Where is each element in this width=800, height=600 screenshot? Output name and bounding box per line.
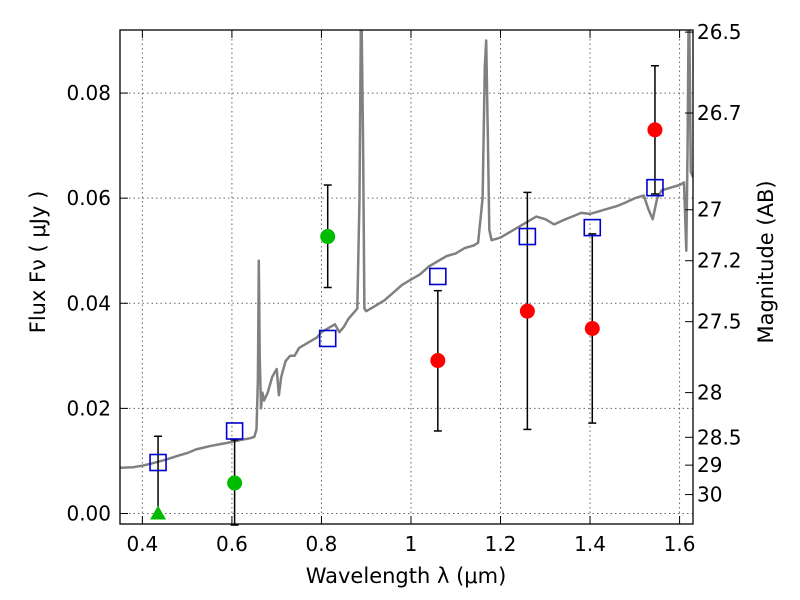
model-photometry-square bbox=[149, 453, 167, 472]
x-tick-label: 0.8 bbox=[306, 532, 338, 556]
right-tick-label: 27.5 bbox=[697, 310, 742, 334]
model-photometry-square bbox=[429, 267, 447, 286]
right-tick-label: 27.2 bbox=[697, 249, 742, 273]
model-spectrum-line bbox=[120, 30, 693, 470]
model-photometry-square bbox=[583, 218, 602, 237]
y-axis-label-left: Flux Fν ( μJy ) bbox=[26, 191, 50, 334]
axis-ticks bbox=[120, 30, 693, 524]
x-tick-label: 0.6 bbox=[216, 532, 248, 556]
observed-point bbox=[227, 475, 243, 491]
model-photometry-square bbox=[225, 422, 244, 440]
x-tick-label: 1 bbox=[405, 532, 418, 556]
x-tick-label: 1.2 bbox=[485, 532, 517, 556]
right-tick-label: 28 bbox=[697, 381, 722, 405]
y-tick-label: 0.02 bbox=[66, 396, 111, 420]
observed-point bbox=[519, 303, 535, 319]
y-tick-label: 0.08 bbox=[66, 81, 111, 105]
x-tick-label: 0.4 bbox=[126, 532, 158, 556]
model-spectrum-group bbox=[120, 30, 693, 470]
right-tick-label: 28.5 bbox=[697, 425, 742, 449]
y-tick-labels: 0.00 0.02 0.04 0.06 0.08 bbox=[66, 81, 111, 525]
right-tick-label: 26.5 bbox=[697, 20, 742, 44]
x-tick-label: 1.4 bbox=[574, 532, 606, 556]
model-photometry-group bbox=[149, 178, 664, 472]
model-photometry-square bbox=[518, 227, 537, 246]
plot-frame bbox=[119, 29, 694, 525]
y-tick-label: 0.00 bbox=[66, 501, 111, 525]
y-axis-label-right: Magnitude (AB) bbox=[754, 180, 778, 343]
observed-point bbox=[320, 229, 336, 245]
grid-lines bbox=[120, 30, 693, 524]
right-tick-labels: 26.5 26.7 27 27.2 27.5 28 28.5 29 30 bbox=[697, 20, 742, 506]
model-photometry-square bbox=[646, 178, 664, 197]
right-tick-label: 27 bbox=[697, 198, 722, 222]
model-photometry-square bbox=[318, 329, 337, 348]
observed-points-group bbox=[150, 122, 663, 520]
right-tick-label: 26.7 bbox=[697, 101, 742, 125]
observed-triangle-point bbox=[150, 505, 167, 520]
right-tick-label: 30 bbox=[697, 483, 722, 507]
x-tick-labels: 0.4 0.6 0.8 1 1.2 1.4 1.6 bbox=[126, 532, 695, 556]
y-tick-label: 0.06 bbox=[66, 186, 111, 210]
observed-point bbox=[647, 122, 663, 138]
observed-point bbox=[584, 321, 600, 337]
right-tick-label: 29 bbox=[697, 453, 722, 477]
x-axis-label: Wavelength λ (μm) bbox=[306, 564, 507, 588]
x-tick-label: 1.6 bbox=[664, 532, 696, 556]
observed-point bbox=[430, 353, 446, 369]
plot-background bbox=[120, 30, 693, 524]
y-tick-label: 0.04 bbox=[66, 291, 111, 315]
